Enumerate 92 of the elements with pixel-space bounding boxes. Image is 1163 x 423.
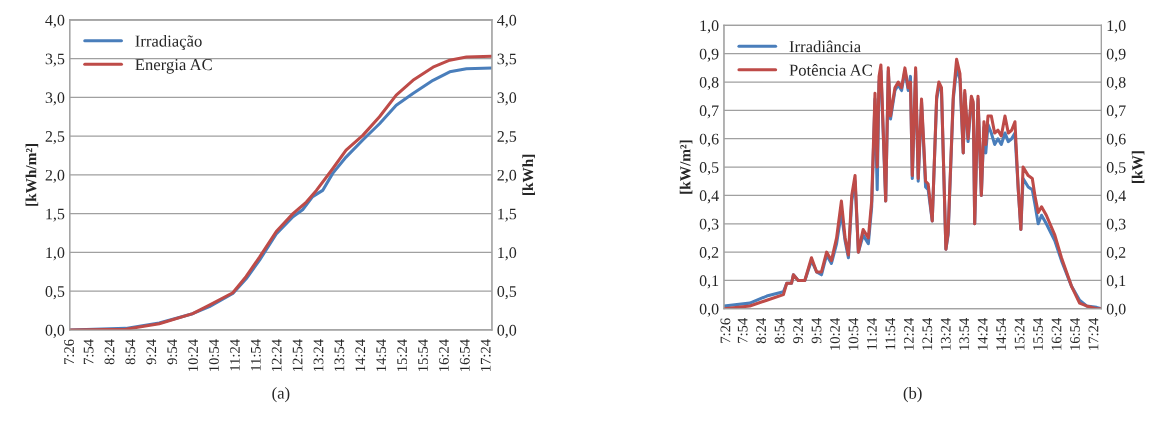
y2-tick-label: 0,8 bbox=[1106, 76, 1126, 91]
x-tick-label: 17:24 bbox=[1088, 318, 1099, 350]
x-tick-label: 15:54 bbox=[418, 339, 428, 371]
x-tick-label: 9:24 bbox=[793, 318, 804, 344]
y2-tick-label: 0,3 bbox=[1106, 218, 1126, 232]
y-axis-title: [kW/m²] bbox=[679, 140, 693, 194]
y-tick-label: 0,6 bbox=[699, 133, 719, 147]
x-tick-label: 9:24 bbox=[146, 339, 157, 365]
y2-tick-label: 0,6 bbox=[1106, 133, 1126, 147]
x-tick-label: 14:54 bbox=[996, 318, 1007, 350]
x-tick-label: 7:26 bbox=[720, 318, 731, 343]
x-tick-label: 13:24 bbox=[313, 339, 324, 371]
x-tick-label: 17:24 bbox=[480, 339, 491, 371]
y2-tick-label: 4,0 bbox=[497, 14, 517, 28]
y-tick-label: 3,5 bbox=[45, 53, 65, 67]
x-tick-label: 15:24 bbox=[1014, 318, 1025, 350]
y-tick-label: 2,5 bbox=[45, 131, 65, 145]
x-tick-label: 9:54 bbox=[811, 318, 822, 344]
y2-tick-label: 0,0 bbox=[497, 324, 517, 338]
x-tick-label: 10:24 bbox=[830, 318, 840, 350]
x-tick-label: 10:54 bbox=[848, 318, 859, 350]
x-tick-label: 16:24 bbox=[438, 339, 449, 371]
y-tick-label: 0,0 bbox=[45, 324, 65, 338]
x-tick-label: 8:54 bbox=[774, 318, 785, 344]
y-tick-label: 1,5 bbox=[46, 208, 65, 222]
y-tick-label: 0,1 bbox=[699, 275, 719, 289]
y-tick-label: 0,7 bbox=[699, 105, 719, 119]
y2-tick-label: 3,0 bbox=[497, 92, 517, 106]
x-tick-label: 11:24 bbox=[867, 318, 877, 350]
y2-tick-label: 1,5 bbox=[498, 208, 517, 222]
x-tick-label: 12:24 bbox=[271, 339, 282, 371]
y-tick-label: 0,4 bbox=[699, 190, 719, 204]
y-axis-title: [kWh/m²] bbox=[25, 144, 39, 206]
y-tick-label: 0,2 bbox=[699, 247, 719, 261]
text: (b) bbox=[903, 387, 922, 403]
y2-tick-label: 0,1 bbox=[1106, 275, 1126, 289]
y-tick-label: 2,0 bbox=[45, 169, 65, 183]
y-tick-label: 0,5 bbox=[45, 286, 65, 300]
x-tick-label: 16:54 bbox=[459, 339, 470, 371]
x-tick-label: 14:24 bbox=[977, 318, 988, 350]
y2-tick-label: 0,5 bbox=[1106, 162, 1126, 176]
x-tick-label: 15:54 bbox=[1033, 318, 1044, 350]
legend-label: Energia AC bbox=[135, 59, 212, 74]
x-tick-label: 16:54 bbox=[1070, 318, 1080, 350]
y2-tick-label: 2,5 bbox=[497, 131, 517, 145]
y2-tick-label: 0,2 bbox=[1106, 247, 1126, 261]
y-tick-label: 1,0 bbox=[46, 247, 65, 261]
x-tick-label: 13:24 bbox=[940, 318, 951, 350]
x-tick-label: 13:54 bbox=[959, 318, 970, 350]
y-tick-label: 1,0 bbox=[700, 20, 719, 34]
legend-label: Potência AC bbox=[789, 64, 872, 76]
x-tick-label: 14:54 bbox=[376, 339, 387, 371]
x-tick-label: 12:54 bbox=[922, 318, 933, 350]
x-tick-label: 7:54 bbox=[83, 339, 94, 364]
y-tick-label: 0,0 bbox=[699, 303, 719, 317]
y2-tick-label: 0,5 bbox=[497, 286, 517, 300]
y2-tick-label: 0,9 bbox=[1106, 48, 1126, 62]
y2-tick-label: 1,0 bbox=[1107, 20, 1126, 34]
x-tick-label: 8:24 bbox=[104, 339, 115, 365]
y-tick-label: 0,8 bbox=[699, 76, 719, 91]
x-tick-label: 13:54 bbox=[334, 339, 345, 371]
x-tick-label: 14:24 bbox=[355, 339, 366, 371]
y2-tick-label: 2,0 bbox=[497, 169, 517, 183]
x-tick-label: 10:24 bbox=[188, 339, 199, 371]
x-tick-label: 9:54 bbox=[167, 339, 178, 365]
y2-tick-label: 1,0 bbox=[498, 247, 517, 261]
x-tick-label: 16:24 bbox=[1051, 318, 1062, 350]
y-tick-label: 0,9 bbox=[699, 48, 719, 62]
y2-tick-label: 0,4 bbox=[1106, 190, 1126, 204]
legend-label: Irradiância bbox=[789, 40, 861, 53]
y-tick-label: 3,0 bbox=[45, 92, 65, 106]
x-tick-label: 7:26 bbox=[64, 339, 75, 364]
y2-tick-label: 0,0 bbox=[1106, 303, 1126, 317]
x-tick-label: 11:24 bbox=[229, 339, 240, 371]
legend-label: Irradiação bbox=[135, 34, 202, 51]
y2-axis-title: [kW] bbox=[1131, 151, 1145, 183]
x-tick-label: 12:54 bbox=[292, 339, 303, 371]
y2-axis-title: [kWh] bbox=[522, 154, 535, 195]
x-tick-label: 8:24 bbox=[756, 318, 767, 344]
y-tick-label: 4,0 bbox=[45, 14, 65, 28]
x-tick-label: 8:54 bbox=[125, 339, 136, 365]
y-tick-label: 0,3 bbox=[699, 218, 719, 232]
y-tick-label: 0,5 bbox=[699, 162, 719, 176]
x-tick-label: 12:24 bbox=[903, 318, 914, 350]
y2-tick-label: 3,5 bbox=[497, 53, 517, 67]
x-tick-label: 11:54 bbox=[250, 339, 261, 371]
x-tick-label: 10:54 bbox=[209, 339, 219, 371]
text: (a) bbox=[272, 387, 290, 403]
y2-tick-label: 0,7 bbox=[1106, 105, 1126, 119]
x-tick-label: 15:24 bbox=[397, 339, 408, 371]
x-tick-label: 7:54 bbox=[737, 318, 748, 343]
x-tick-label: 11:54 bbox=[885, 318, 896, 350]
